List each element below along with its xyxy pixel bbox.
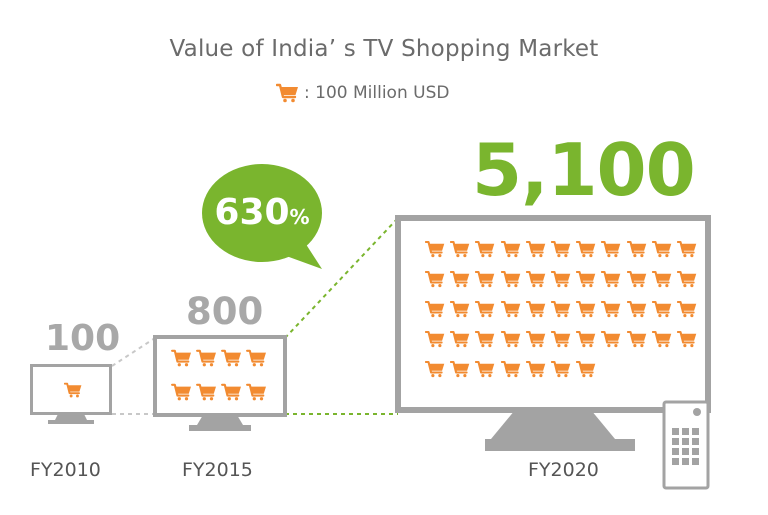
shopping-cart-icon: [500, 330, 526, 348]
shopping-cart-icon: [424, 330, 450, 348]
shopping-cart-icon: [575, 270, 601, 288]
year-label-fy2010: FY2010: [30, 459, 101, 481]
shopping-cart-icon: [525, 240, 551, 258]
shopping-cart-icon: [550, 270, 576, 288]
shopping-cart-icon: [676, 270, 702, 288]
shopping-cart-icon: [601, 270, 626, 288]
shopping-cart-icon: [651, 300, 677, 318]
tv-fy2015: [153, 335, 287, 431]
shopping-cart-icon: [276, 83, 298, 103]
shopping-cart-icon: [246, 349, 271, 367]
shopping-cart-icon: [626, 300, 652, 318]
value-fy2020: 5,100: [472, 128, 696, 212]
cart-grid-fy2020: [424, 240, 702, 378]
remote-control-icon: [662, 400, 710, 490]
shopping-cart-icon: [424, 240, 450, 258]
growth-percentage: 630%: [200, 192, 324, 233]
shopping-cart-icon: [601, 330, 626, 348]
shopping-cart-icon: [550, 300, 576, 318]
shopping-cart-icon: [525, 360, 551, 378]
shopping-cart-icon: [651, 330, 677, 348]
shopping-cart-icon: [525, 330, 551, 348]
shopping-cart-icon: [63, 382, 83, 398]
shopping-cart-icon: [475, 240, 500, 258]
shopping-cart-icon: [601, 240, 626, 258]
year-label-fy2015: FY2015: [182, 459, 253, 481]
shopping-cart-icon: [246, 383, 271, 401]
shopping-cart-icon: [575, 360, 601, 378]
cart-grid-fy2015: [171, 349, 271, 401]
shopping-cart-icon: [221, 349, 246, 367]
shopping-cart-icon: [475, 330, 500, 348]
chart-title: Value of India’ s TV Shopping Market: [169, 36, 599, 62]
shopping-cart-icon: [475, 300, 500, 318]
shopping-cart-icon: [550, 360, 576, 378]
shopping-cart-icon: [424, 270, 450, 288]
shopping-cart-icon: [575, 240, 601, 258]
shopping-cart-icon: [676, 300, 702, 318]
shopping-cart-icon: [450, 270, 475, 288]
year-label-fy2020: FY2020: [528, 459, 599, 481]
shopping-cart-icon: [196, 349, 221, 367]
shopping-cart-icon: [450, 360, 475, 378]
shopping-cart-icon: [626, 330, 652, 348]
shopping-cart-icon: [651, 240, 677, 258]
shopping-cart-icon: [171, 349, 196, 367]
shopping-cart-icon: [676, 330, 702, 348]
shopping-cart-icon: [500, 270, 526, 288]
shopping-cart-icon: [221, 383, 246, 401]
shopping-cart-icon: [171, 383, 196, 401]
shopping-cart-icon: [475, 360, 500, 378]
shopping-cart-icon: [626, 240, 652, 258]
shopping-cart-icon: [575, 330, 601, 348]
shopping-cart-icon: [500, 240, 526, 258]
shopping-cart-icon: [601, 300, 626, 318]
shopping-cart-icon: [575, 300, 601, 318]
shopping-cart-icon: [450, 300, 475, 318]
shopping-cart-icon: [475, 270, 500, 288]
shopping-cart-icon: [450, 330, 475, 348]
shopping-cart-icon: [626, 270, 652, 288]
shopping-cart-icon: [525, 270, 551, 288]
shopping-cart-icon: [676, 240, 702, 258]
shopping-cart-icon: [651, 270, 677, 288]
legend-label: : 100 Million USD: [304, 83, 450, 103]
legend: : 100 Million USD: [276, 82, 449, 104]
shopping-cart-icon: [424, 360, 450, 378]
value-fy2015: 800: [186, 290, 264, 333]
cart-grid-fy2010: [63, 382, 83, 398]
value-fy2010: 100: [45, 318, 121, 359]
growth-number: 630: [214, 192, 290, 233]
growth-bubble: [202, 164, 322, 269]
shopping-cart-icon: [450, 240, 475, 258]
shopping-cart-icon: [500, 360, 526, 378]
growth-unit: %: [289, 205, 310, 229]
shopping-cart-icon: [500, 300, 526, 318]
shopping-cart-icon: [424, 300, 450, 318]
shopping-cart-icon: [196, 383, 221, 401]
shopping-cart-icon: [550, 240, 576, 258]
shopping-cart-icon: [550, 330, 576, 348]
shopping-cart-icon: [525, 300, 551, 318]
